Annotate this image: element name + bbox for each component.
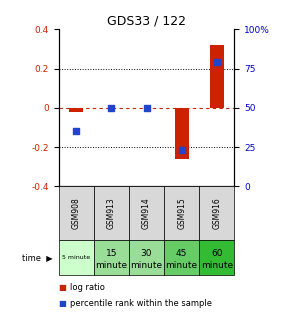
Text: GDS33 / 122: GDS33 / 122 <box>107 15 186 28</box>
Point <box>144 105 149 111</box>
Text: GSM913: GSM913 <box>107 198 116 229</box>
Bar <box>69 108 83 112</box>
Text: GSM908: GSM908 <box>72 198 81 229</box>
Text: ■: ■ <box>59 299 67 308</box>
Text: log ratio: log ratio <box>70 283 105 292</box>
Text: time  ▶: time ▶ <box>22 253 53 262</box>
Text: GSM916: GSM916 <box>212 198 221 229</box>
Text: 15: 15 <box>105 249 117 258</box>
Point <box>179 148 184 153</box>
Bar <box>175 108 189 159</box>
Text: ■: ■ <box>59 283 67 292</box>
Text: 5 minute: 5 minute <box>62 255 90 260</box>
Point <box>109 105 114 111</box>
Text: 30: 30 <box>141 249 152 258</box>
Text: minute: minute <box>95 261 127 269</box>
Text: percentile rank within the sample: percentile rank within the sample <box>70 299 212 308</box>
Bar <box>210 45 224 108</box>
Text: GSM914: GSM914 <box>142 198 151 229</box>
Text: 45: 45 <box>176 249 187 258</box>
Text: minute: minute <box>130 261 163 269</box>
Point <box>214 60 219 65</box>
Text: 60: 60 <box>211 249 223 258</box>
Text: GSM915: GSM915 <box>177 198 186 229</box>
Text: minute: minute <box>201 261 233 269</box>
Point <box>74 129 79 134</box>
Text: minute: minute <box>166 261 198 269</box>
